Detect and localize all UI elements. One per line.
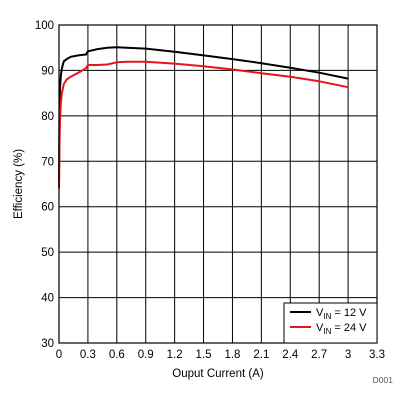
y-axis-title: Efficiency (%) [13,149,25,219]
x-tick-label: 0.6 [109,349,125,361]
tick-labels: 0 0.3 0.6 0.9 1.2 1.5 1.8 2.1 2.4 2.7 3 3.3 30 40 50 60… [35,20,385,361]
x-tick-label: 2.1 [253,349,269,361]
x-tick-label: 3 [345,349,351,361]
x-tick-label: 0 [56,349,62,361]
figure-id: D001 [373,375,394,385]
y-tick-label: 80 [41,111,54,123]
x-tick-label: 2.7 [311,349,327,361]
x-tick-label: 0.9 [138,349,154,361]
legend-label-subscript: IN [323,327,331,336]
y-tick-label: 30 [41,338,54,350]
y-tick-label: 50 [41,247,54,259]
legend-label-main: V [316,307,324,319]
legend-label-subscript: IN [323,312,331,321]
x-tick-label: 2.4 [282,349,299,361]
grid [59,25,377,343]
y-tick-label: 60 [41,202,54,214]
plot-frame [58,24,378,344]
y-tick-label: 70 [41,156,54,168]
x-tick-label: 0.3 [80,349,96,361]
series-lines [58,46,349,189]
legend-label-main: V [316,322,324,334]
legend-label-2: VIN = 24 V [316,322,367,336]
legend-label-rest: = 24 V [331,322,367,334]
series-line-2 [58,60,349,189]
legend-label-1: VIN = 12 V [316,307,367,321]
x-tick-label: 1.5 [196,349,212,361]
y-tick-label: 40 [41,293,54,305]
y-tick-label: 90 [41,65,54,77]
x-tick-label: 1.8 [224,349,240,361]
legend-label-rest: = 12 V [331,307,367,319]
series-line-1 [58,46,349,185]
x-tick-label: 3.3 [369,349,385,361]
x-tick-label: 1.2 [167,349,183,361]
legend-box [283,302,378,344]
y-tick-label: 100 [35,20,54,32]
x-axis-title: Ouput Current (A) [172,368,264,380]
